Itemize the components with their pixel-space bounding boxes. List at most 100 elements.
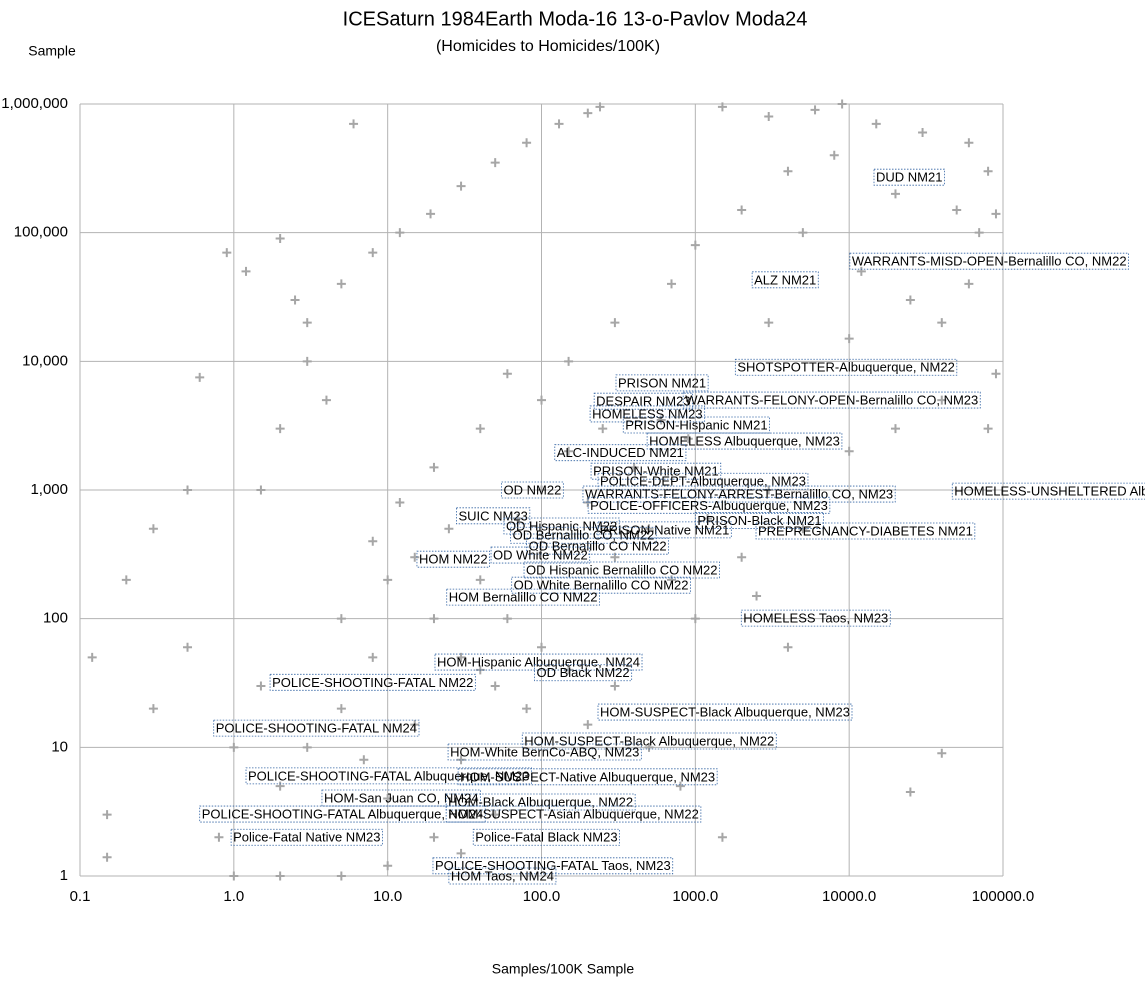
annotation: OD Hispanic Bernalillo CO NM22 <box>523 561 720 579</box>
y-axis-label: Sample <box>28 43 76 59</box>
annotation-label: OD Hispanic NM22 <box>506 518 617 533</box>
annotation-box <box>589 405 706 423</box>
point <box>918 128 928 138</box>
annotation-label: PRISON NM21 <box>618 375 706 390</box>
annotation-label: HOM NM22 <box>419 552 488 567</box>
point <box>764 111 774 121</box>
annotation-box <box>445 793 636 811</box>
y-tick-label: 100,000 <box>14 224 68 241</box>
annotation-box <box>510 526 657 544</box>
annotation: WARRANTS-MISD-OPEN-Bernalillo CO, NM22 <box>849 252 1129 270</box>
annotation-box <box>873 168 945 186</box>
point <box>336 279 346 289</box>
point <box>844 446 854 456</box>
annotation: Police-Fatal Black NM23 <box>472 828 620 846</box>
annotation-label: HOM-SUSPECT-Native Albuquerque, NM23 <box>460 769 715 784</box>
point <box>426 209 436 219</box>
annotation-box <box>734 358 958 376</box>
point <box>764 318 774 328</box>
annotation-label: OD White NM22 <box>493 548 588 563</box>
annotation-box <box>446 588 600 606</box>
point <box>537 642 546 652</box>
point <box>502 369 512 379</box>
annotation-label: HOMELESS NM23 <box>592 406 703 421</box>
annotation-box <box>490 546 591 564</box>
annotation-label: WARRANTS-FELONY-OPEN-Bernalillo CO, NM23 <box>685 393 978 408</box>
annotation-box <box>230 828 383 846</box>
annotation-box <box>448 867 557 885</box>
point <box>368 652 378 662</box>
point <box>537 395 546 405</box>
point <box>490 681 500 691</box>
annotation-box <box>751 271 819 289</box>
annotation: PREPREGNANCY-DIABETES NM21 <box>755 522 976 540</box>
point <box>383 861 393 871</box>
annotation-label: PRISON-White NM21 <box>593 464 719 479</box>
point <box>275 234 285 244</box>
point <box>737 205 747 215</box>
point <box>783 642 793 652</box>
point <box>871 119 881 129</box>
annotation: HOM Bernalillo CO NM22 <box>446 588 600 606</box>
point <box>475 424 485 434</box>
point <box>583 108 593 118</box>
annotation-box <box>582 485 896 503</box>
annotation-box <box>587 496 831 514</box>
annotation-label: WARRANTS-FELONY-ARREST-Bernalillo CO, NM… <box>585 486 893 501</box>
point <box>690 614 700 624</box>
point <box>905 787 915 797</box>
point <box>336 704 346 714</box>
annotation: POLICE-SHOOTING-FATAL Albuquerque, NM24 <box>199 805 486 823</box>
point <box>336 871 346 881</box>
point <box>764 485 774 495</box>
annotation-box <box>199 805 486 823</box>
point <box>890 424 900 434</box>
annotation: OD Hispanic NM22 <box>503 517 620 535</box>
annotation: HOM-SUSPECT-Black Albuquerque, NM22 <box>521 732 777 750</box>
annotation: HOMELESS-UNSHELTERED Alb <box>951 482 1145 500</box>
point <box>675 781 685 791</box>
annotation-box <box>682 391 981 409</box>
annotation-box <box>597 521 732 539</box>
chart-title: ICESaturn 1984Earth Moda-16 13-o-Pavlov … <box>343 8 808 30</box>
x-tick-label: 10000.0 <box>822 888 876 905</box>
point <box>717 832 727 842</box>
point <box>890 189 900 199</box>
point <box>667 279 677 289</box>
point <box>798 524 808 534</box>
point <box>222 248 232 258</box>
point <box>475 575 485 585</box>
annotation: HOM-SUSPECT-Black Albuquerque, NM23 <box>597 703 853 721</box>
point <box>102 852 112 862</box>
annotation-label: HOM-SUSPECT-Black Albuquerque, NM23 <box>600 704 850 719</box>
point <box>148 524 158 534</box>
point <box>302 356 312 366</box>
point <box>937 748 947 758</box>
annotation: WARRANTS-FELONY-OPEN-Bernalillo CO, NM23 <box>682 391 981 409</box>
point <box>256 681 266 691</box>
annotation: POLICE-SHOOTING-FATAL NM24 <box>213 719 420 737</box>
annotation: SUIC NM23 <box>456 507 531 525</box>
point <box>195 372 205 382</box>
annotation: HOM-San Juan CO, NM24 <box>321 789 481 807</box>
annotation: POLICE-OFFICERS-Albuquerque, NM23 <box>587 496 831 514</box>
point <box>656 415 666 425</box>
annotation: OD Black NM22 <box>534 664 633 682</box>
annotation-label: SHOTSPOTTER-Albuquerque, NM22 <box>737 360 954 375</box>
point <box>937 395 947 405</box>
annotation-label: HOM Taos, NM24 <box>451 868 554 883</box>
annotations: DUD NM21 WARRANTS-MISD-OPEN-Bernalillo CO… <box>199 168 1145 885</box>
x-tick-label: 1.0 <box>223 888 244 905</box>
annotation-label: DUD NM21 <box>876 170 942 185</box>
annotation-label: ALC-INDUCED NM21 <box>557 445 684 460</box>
point <box>214 832 224 842</box>
annotation: HOM-White BernCo-ABQ, NM23 <box>447 743 642 761</box>
point <box>983 424 993 434</box>
point <box>429 614 439 624</box>
annotation-box <box>501 481 564 499</box>
annotation-box <box>472 828 620 846</box>
annotation: HOM-SUSPECT-Native Albuquerque, NM23 <box>457 768 718 786</box>
annotation: PRISON-Black NM21 <box>694 512 824 529</box>
point <box>321 395 331 405</box>
